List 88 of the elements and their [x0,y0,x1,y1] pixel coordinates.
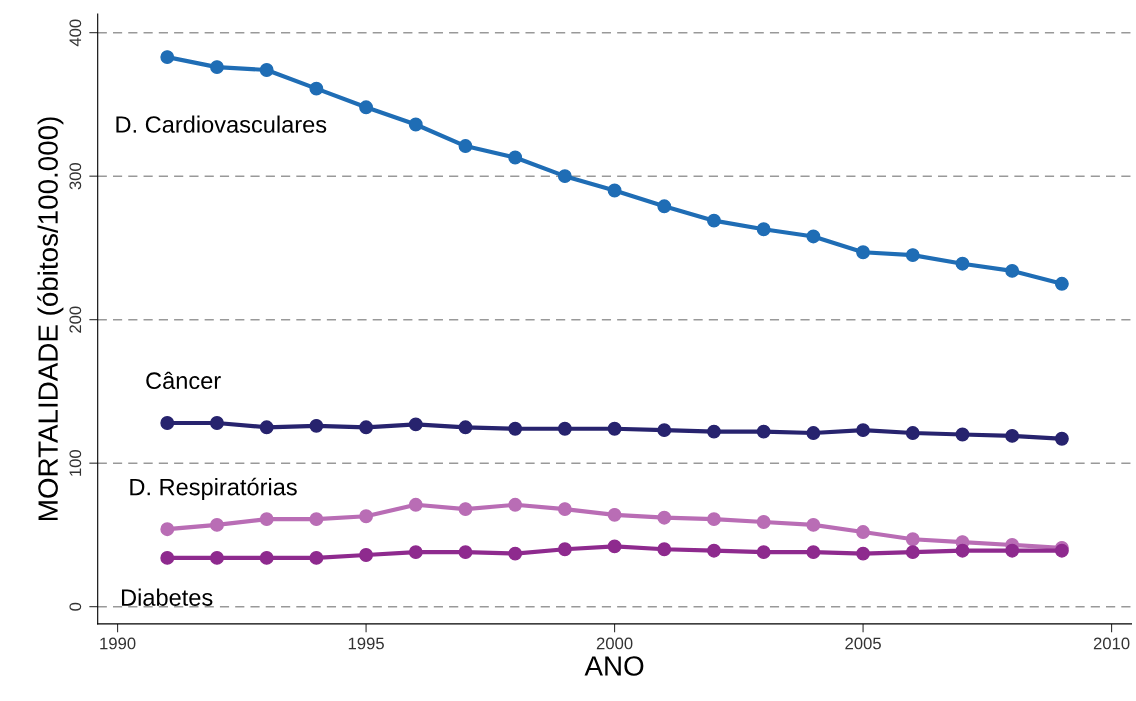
point [458,545,473,560]
point [1005,543,1020,558]
point [657,510,672,525]
point [210,550,224,565]
series-label: D. Cardiovasculares [116,115,327,133]
point [557,502,572,517]
point [1054,276,1069,291]
point [607,183,622,198]
point [905,248,920,263]
point [955,427,970,442]
series-label: Diabetes [121,588,213,606]
point [160,522,175,537]
point [408,117,423,132]
point [707,424,721,439]
point [458,420,473,435]
point [707,543,721,558]
point [657,542,672,557]
point [955,543,970,558]
point [806,229,821,244]
point [508,421,523,436]
point [508,497,523,512]
series-label: Câncer [146,371,221,390]
y-tick-label: 400 [69,19,82,47]
x-tick-label: 2005 [845,637,881,650]
point [806,517,821,532]
point [756,545,771,560]
y-tick-label: 300 [69,162,82,190]
point [955,256,970,271]
point [160,550,175,565]
point [259,63,274,77]
point [210,416,224,430]
x-tick-label: 2010 [1093,637,1130,650]
x-axis-title: ANO [584,656,644,676]
point [1054,431,1069,446]
point [309,512,324,527]
point [856,245,871,260]
point [756,424,771,439]
y-axis-title: MORTALIDADE (óbitos/100.000) [37,117,64,520]
point [309,550,324,565]
point [905,532,920,547]
point [259,420,274,435]
y-tick-label: 100 [69,449,82,476]
point [806,426,821,440]
point [160,50,175,65]
point [359,509,374,524]
point [210,517,224,532]
point [408,497,423,512]
point [905,545,920,560]
point [905,426,920,440]
point [707,512,721,527]
point [508,150,523,165]
point [359,100,374,115]
point [1005,263,1020,278]
point [210,60,224,75]
x-tick-label: 1990 [100,637,136,650]
y-tick-label: 200 [69,306,82,333]
x-tick-label: 2000 [596,637,633,650]
point [359,548,374,562]
point [707,213,721,228]
series-label: D. Respiratórias [130,477,297,501]
point [259,512,274,527]
point [1005,428,1020,443]
point [607,539,622,554]
point [458,502,473,517]
point [557,542,572,557]
point [856,546,871,561]
point [657,423,672,438]
point [607,421,622,436]
x-tick-label: 1995 [348,637,384,650]
point [458,139,473,153]
point [756,515,771,529]
point [756,222,771,237]
point [160,416,175,430]
point [557,421,572,436]
point [359,420,374,435]
point [657,199,672,214]
point [856,423,871,438]
point [557,169,572,184]
point [607,507,622,522]
y-tick-label: 0 [69,602,82,611]
point [309,418,324,433]
point [259,550,274,565]
point [309,81,324,96]
point [408,545,423,560]
point [408,417,423,432]
point [806,545,821,560]
point [856,525,871,539]
point [508,546,523,561]
